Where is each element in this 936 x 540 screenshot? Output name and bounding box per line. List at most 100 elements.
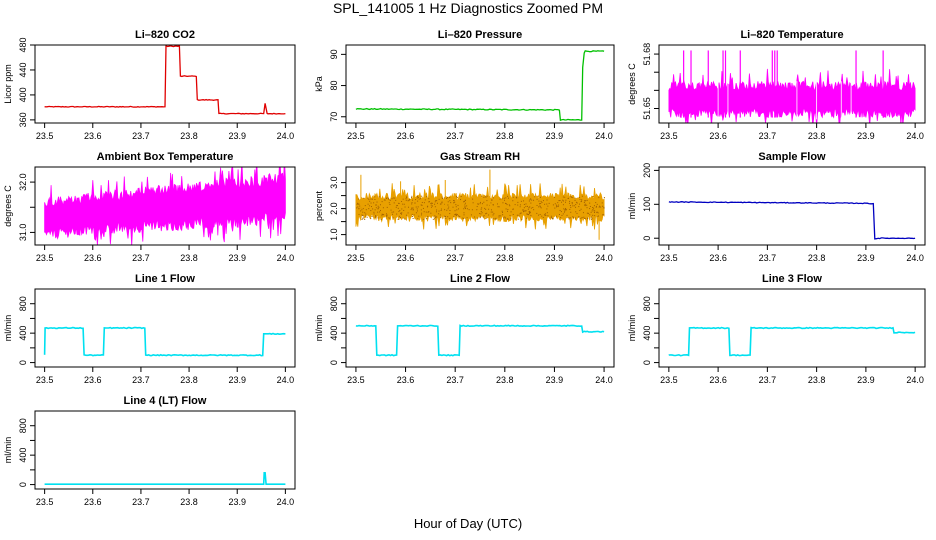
x-tick-label: 23.8 [808, 375, 826, 385]
series-dot [523, 210, 525, 212]
series-dot [567, 197, 569, 199]
series-dot [374, 196, 376, 198]
series-dot [553, 196, 555, 198]
series-line [355, 50, 605, 122]
x-tick-label: 24.0 [595, 131, 613, 141]
series-dot [529, 213, 531, 215]
series-dot [479, 213, 481, 215]
series-dot [540, 200, 542, 202]
series-dot [525, 210, 527, 212]
series-dot [434, 206, 436, 208]
series-dot [364, 215, 366, 217]
series-dot [435, 200, 437, 202]
series-dot [411, 207, 413, 209]
series-dot [421, 195, 423, 197]
series-dot [586, 199, 588, 201]
series-dot [569, 200, 571, 202]
series-dot [454, 214, 456, 216]
series-dot [556, 206, 558, 208]
series-dot [503, 197, 505, 199]
series-dot [436, 209, 438, 211]
panel-title: Line 2 Flow [450, 273, 510, 285]
data-layer [668, 201, 916, 240]
series-dot [464, 202, 466, 204]
series-dot [581, 199, 583, 201]
series-dot [453, 199, 455, 201]
series-dot [441, 201, 443, 203]
series-dot [376, 201, 378, 203]
series-dot [375, 204, 377, 206]
series-dot [446, 196, 448, 198]
series-dot [418, 215, 420, 217]
series-dot [530, 198, 532, 200]
series-dot [426, 206, 428, 208]
series-dot [468, 209, 470, 211]
panel-title: Sample Flow [758, 151, 826, 163]
x-tick-label: 24.0 [906, 253, 924, 263]
series-dot [538, 214, 540, 216]
plot-frame [658, 166, 926, 246]
series-dot [544, 213, 546, 215]
series-dot [391, 211, 393, 213]
x-tick-label: 23.6 [709, 253, 727, 263]
series-dot [392, 197, 394, 199]
series-dot [440, 209, 442, 211]
x-tick-label: 23.5 [347, 131, 365, 141]
series-dot [598, 205, 600, 207]
data-layer [355, 324, 605, 357]
series-dot [595, 202, 597, 204]
series-dot [360, 210, 362, 212]
series-dot [395, 199, 397, 201]
series-dot [568, 218, 570, 220]
series-dot [463, 208, 465, 210]
series-dot [449, 200, 451, 202]
series-dot [580, 217, 582, 219]
series-dot [482, 216, 484, 218]
series-dot [555, 204, 557, 206]
series-dot [427, 211, 429, 213]
series-dot [590, 216, 592, 218]
series-dot [446, 197, 448, 199]
series-dot [417, 196, 419, 198]
series-dot [396, 213, 398, 215]
series-dot [402, 198, 404, 200]
x-tick-label: 23.8 [496, 131, 514, 141]
series-dot [510, 211, 512, 213]
series-dot [597, 215, 599, 217]
series-dot [585, 203, 587, 205]
series-dot [439, 203, 441, 205]
panel-title: Li–820 Temperature [740, 29, 843, 41]
plot-frame [34, 288, 296, 368]
series-dot [564, 210, 566, 212]
series-dot [358, 208, 360, 210]
series-dot [405, 214, 407, 216]
x-tick-label: 24.0 [277, 253, 295, 263]
series-dot [593, 207, 595, 209]
series-dot [453, 200, 455, 202]
x-tick-label: 23.6 [84, 253, 102, 263]
series-dot [572, 205, 574, 207]
y-tick-label: 800 [329, 296, 339, 311]
series-dot [591, 210, 593, 212]
series-dot [552, 217, 554, 219]
series-dot [507, 218, 509, 220]
x-tick-label: 23.5 [660, 131, 678, 141]
series-dot [589, 205, 591, 207]
series-dot [448, 206, 450, 208]
series-dot [377, 207, 379, 209]
series-dot [515, 197, 517, 199]
panel-5: Gas Stream RH percent 23.5 23.6 23.7 23.8 23.9… [314, 151, 615, 263]
series-dot [456, 209, 458, 211]
series-dot [490, 202, 492, 204]
series-dot [524, 210, 526, 212]
series-dot [593, 211, 595, 213]
series-dot [529, 199, 531, 201]
x-tick-label: 23.9 [228, 497, 246, 507]
series-dot [407, 212, 409, 214]
series-dot [508, 204, 510, 206]
x-tick-label: 24.0 [906, 375, 924, 385]
y-axis-label: Licor ppm [3, 64, 13, 104]
series-dot [504, 217, 506, 219]
series-dot [572, 197, 574, 199]
series-dot [576, 202, 578, 204]
